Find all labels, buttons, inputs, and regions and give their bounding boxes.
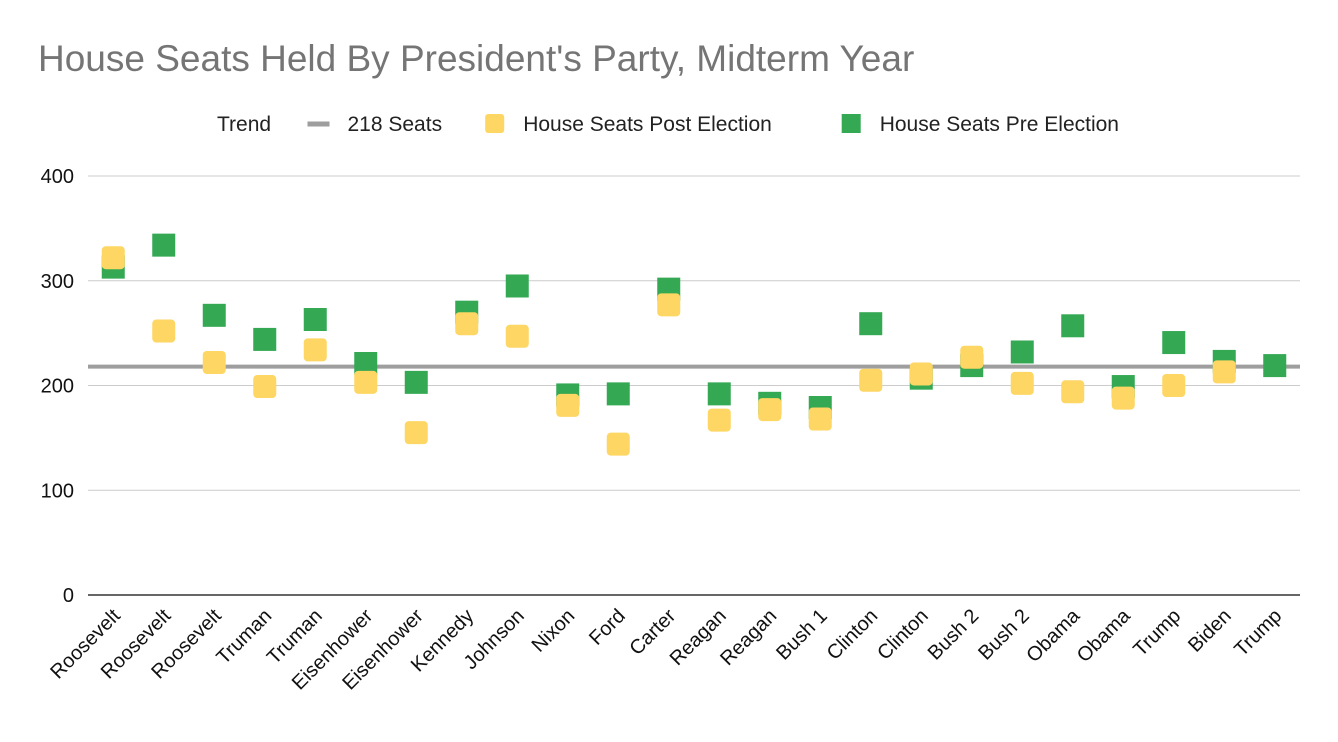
x-label-obama-20: Obama: [1073, 604, 1136, 667]
legend-swatch-house-seats-pre-election: [841, 114, 861, 133]
post-election-marker-9: [556, 393, 580, 417]
x-label-clinton-15: Clinton: [823, 605, 883, 665]
pre-election-marker-19: [1061, 314, 1085, 338]
pre-election-marker-21: [1162, 331, 1186, 355]
x-label-trump-23: Trump: [1230, 605, 1286, 661]
legend-label-trend: Trend: [217, 113, 271, 136]
x-label-biden-22: Biden: [1184, 605, 1236, 657]
pre-election-marker-18: [1010, 340, 1034, 364]
pre-election-marker-1: [152, 233, 176, 257]
post-election-marker-11: [657, 293, 681, 317]
legend-label-house-seats-post-election: House Seats Post Election: [523, 113, 772, 136]
post-election-marker-5: [354, 370, 378, 394]
pre-election-marker-5: [354, 352, 378, 376]
y-tick-label-100: 100: [41, 480, 74, 502]
pre-election-marker-6: [404, 370, 428, 394]
post-election-marker-13: [758, 398, 782, 422]
pre-election-marker-2: [202, 303, 226, 327]
post-election-marker-22: [1212, 360, 1236, 384]
post-election-marker-1: [152, 319, 176, 343]
post-election-marker-0: [101, 246, 125, 270]
x-label-bush-1-14: Bush 1: [772, 605, 832, 665]
legend-swatch-house-seats-post-election: [485, 114, 505, 133]
y-tick-label-300: 300: [41, 271, 74, 293]
y-axis-ticks: 0 100 200 300 400: [41, 166, 74, 607]
post-election-marker-15: [859, 368, 883, 392]
post-election-marker-3: [253, 375, 277, 399]
post-election-marker-21: [1162, 374, 1186, 397]
x-label-truman-3: Truman: [213, 605, 277, 669]
pre-election-marker-3: [253, 327, 277, 351]
x-label-obama-19: Obama: [1022, 604, 1085, 667]
x-label-nixon-9: Nixon: [528, 605, 580, 657]
pre-election-marker-12: [707, 382, 731, 406]
pre-election-marker-23: [1263, 354, 1287, 378]
legend: Trend 218 Seats House Seats Post Election H…: [217, 113, 1119, 136]
post-election-marker-7: [455, 312, 479, 336]
gridlines: [88, 175, 1300, 596]
legend-label-house-seats-pre-election: House Seats Pre Election: [880, 113, 1119, 136]
post-election-marker-2: [202, 350, 226, 374]
x-label-trump-21: Trump: [1129, 605, 1185, 661]
x-axis-labels: RooseveltRooseveltRooseveltTrumanTrumanE…: [46, 604, 1286, 694]
y-tick-label-0: 0: [63, 585, 74, 607]
pre-election-marker-15: [859, 312, 883, 336]
data-markers: [101, 233, 1287, 456]
post-election-marker-17: [960, 345, 984, 369]
chart-title: House Seats Held By President's Party, M…: [38, 38, 915, 79]
post-election-marker-14: [808, 407, 832, 431]
post-election-marker-18: [1010, 371, 1034, 395]
pre-election-marker-10: [606, 382, 630, 406]
x-label-bush-2-17: Bush 2: [924, 605, 984, 665]
post-election-marker-10: [606, 432, 630, 456]
post-election-marker-4: [303, 338, 327, 362]
x-label-ford-10: Ford: [585, 605, 630, 650]
post-election-marker-20: [1111, 386, 1135, 410]
y-tick-label-200: 200: [41, 376, 74, 398]
post-election-marker-6: [404, 421, 428, 445]
pre-election-marker-4: [303, 308, 327, 332]
y-tick-label-400: 400: [41, 166, 74, 188]
x-label-clinton-16: Clinton: [873, 605, 933, 665]
legend-label-218-seats: 218 Seats: [348, 113, 443, 136]
x-label-bush-2-18: Bush 2: [974, 605, 1034, 665]
x-label-reagan-13: Reagan: [716, 605, 781, 670]
post-election-marker-8: [505, 324, 529, 348]
post-election-marker-16: [909, 362, 933, 386]
post-election-marker-12: [707, 408, 731, 432]
post-election-marker-19: [1061, 380, 1085, 404]
pre-election-marker-8: [505, 274, 529, 298]
